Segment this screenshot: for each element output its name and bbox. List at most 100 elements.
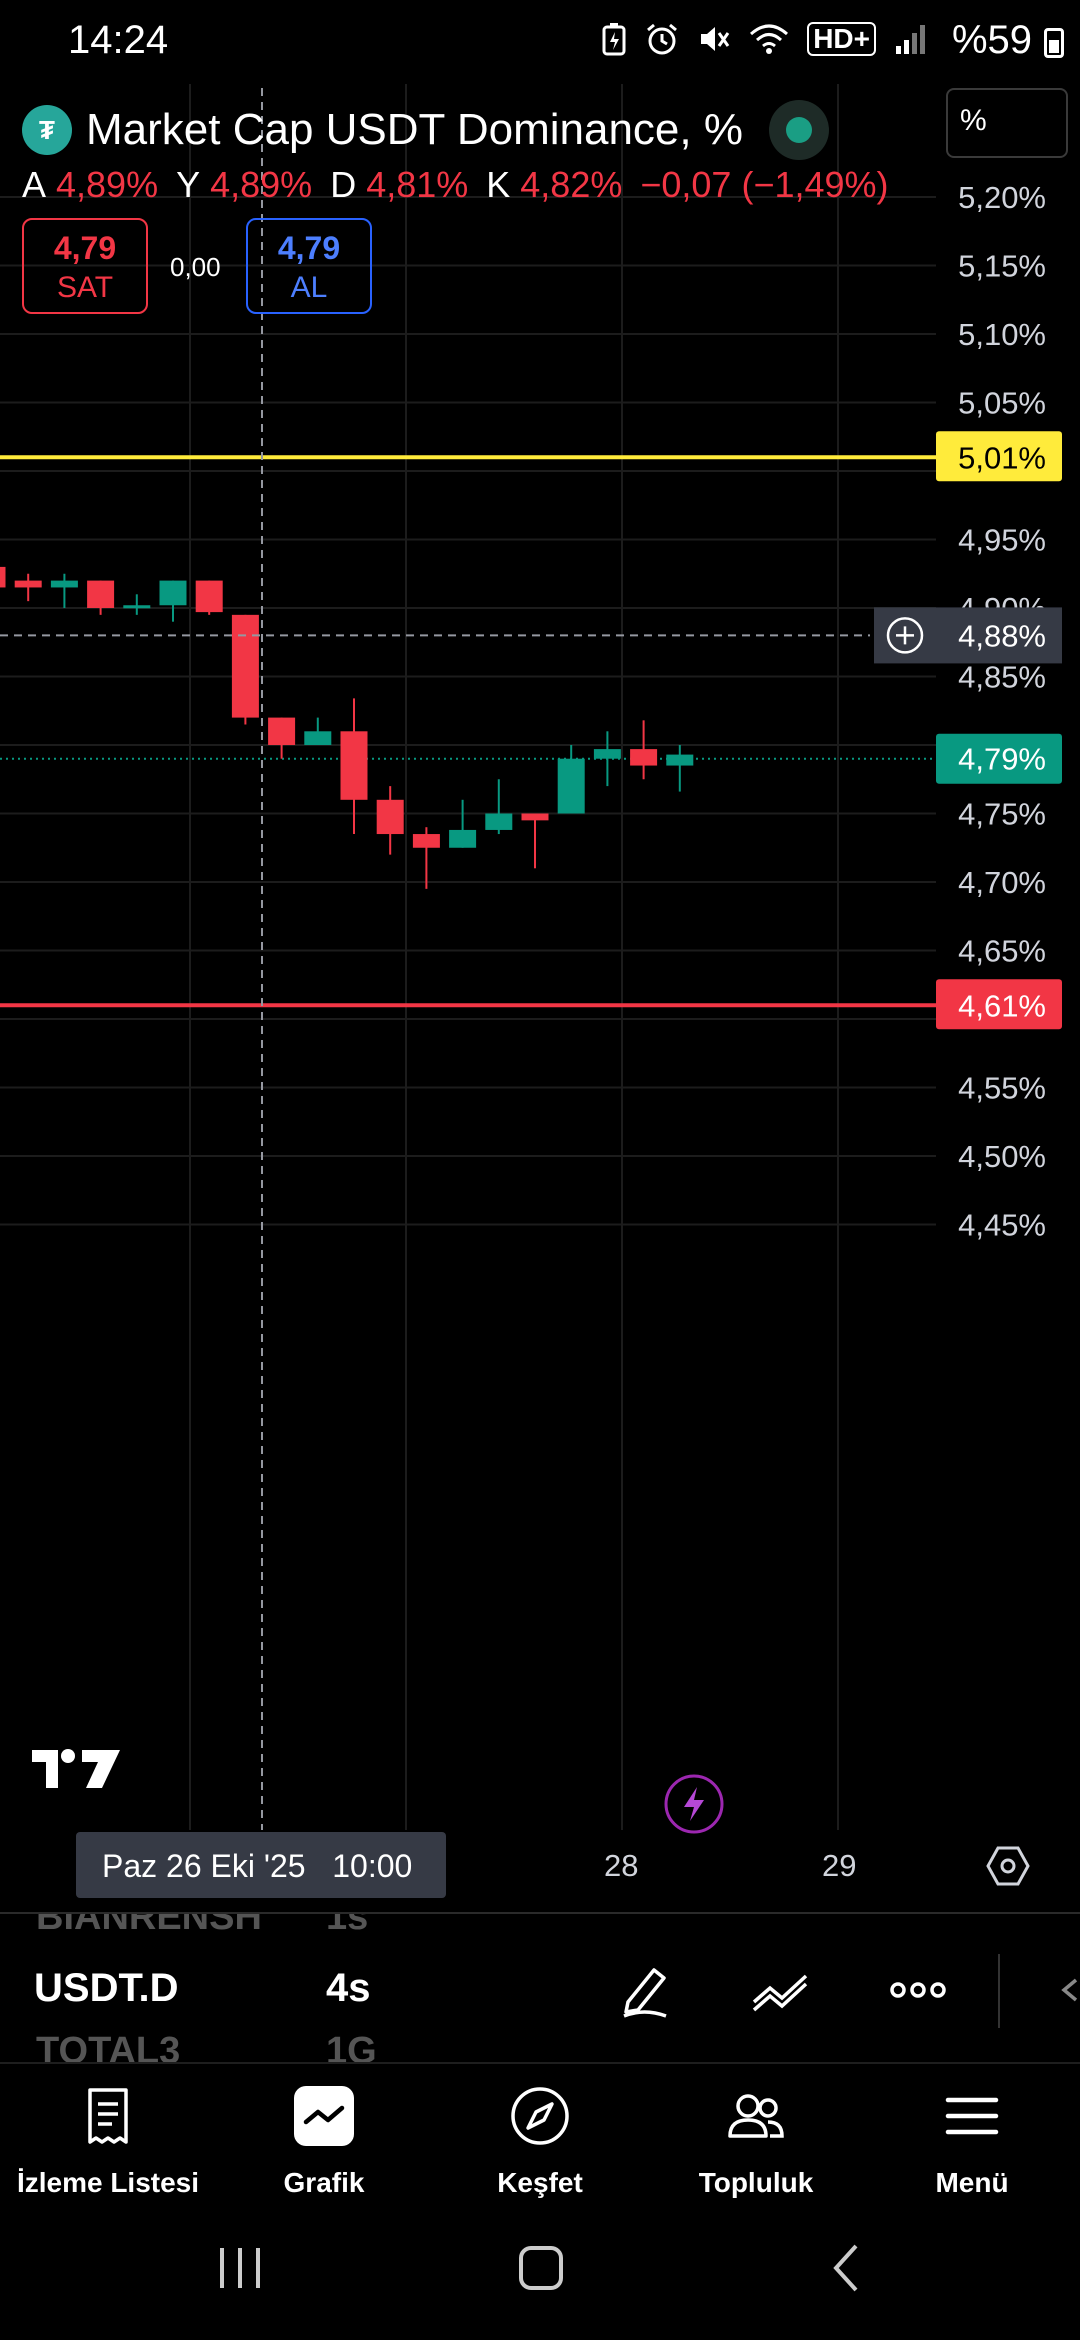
recent-apps-icon[interactable] — [220, 2248, 260, 2288]
candle-body — [0, 566, 6, 588]
ghost-symbol-top[interactable]: BIANRENSH — [36, 1912, 262, 1938]
candle-body — [14, 580, 42, 588]
level-tag-text: 5,01% — [958, 440, 1046, 475]
horizontal-lines — [0, 455, 936, 1008]
crosshair-price-text: 4,88% — [958, 618, 1046, 653]
hd-plus-icon: HD+ — [807, 22, 876, 56]
high-value: 4,89% — [210, 164, 313, 205]
high-label: Y — [176, 164, 201, 205]
candle-body — [376, 799, 404, 835]
sell-button[interactable]: 4,79 SAT — [22, 218, 148, 314]
crosshair-price-tag — [936, 607, 1062, 664]
bottom-navigation: İzleme Listesi Grafik Keşfet Topluluk Me… — [0, 2062, 1080, 2212]
x-tick-28: 28 — [604, 1848, 639, 1883]
last-price-tag — [936, 733, 1062, 784]
low-value: 4,81% — [366, 164, 469, 205]
candles — [0, 566, 694, 889]
collapse-arrow-icon[interactable] — [1048, 1958, 1080, 2022]
nav-watchlist[interactable]: İzleme Listesi — [0, 2084, 216, 2199]
buy-button[interactable]: 4,79 AL — [246, 218, 372, 314]
status-time: 14:24 — [68, 18, 169, 62]
nav-menu-label: Menü — [935, 2167, 1009, 2198]
crosshair — [0, 84, 870, 1830]
menu-icon — [945, 2097, 999, 2135]
alarm-icon — [647, 23, 678, 55]
battery-icon — [1044, 28, 1064, 58]
current-symbol[interactable]: USDT.D — [34, 1966, 179, 2010]
x-tick-29: 29 — [822, 1848, 857, 1883]
y-tick-label: 4,85% — [958, 660, 1046, 695]
back-icon[interactable] — [833, 2244, 858, 2292]
nav-community[interactable]: Topluluk — [648, 2084, 864, 2199]
toolbar-divider — [998, 1954, 1000, 2028]
y-tick-label: 4,45% — [958, 1208, 1046, 1243]
sell-price: 4,79 — [53, 230, 117, 266]
close-label: K — [486, 164, 511, 205]
y-tick-label: 5,15% — [958, 249, 1046, 284]
pencil-icon[interactable] — [614, 1958, 678, 2022]
ghost-timeframe-bottom[interactable]: 1G — [326, 2030, 377, 2062]
spread-value: 0,00 — [170, 252, 221, 282]
current-timeframe[interactable]: 4s — [326, 1966, 371, 2010]
more-icon[interactable] — [886, 1958, 950, 2022]
trend-line-icon[interactable] — [748, 1958, 812, 2022]
price-axis: 5,20%5,15%5,10%5,05%4,95%4,90%4,85%4,75%… — [958, 180, 1046, 1243]
buy-label: AL — [290, 271, 328, 304]
chart-grid — [0, 84, 936, 1830]
symbol-header[interactable]: ₮ Market Cap USDT Dominance, % — [22, 100, 829, 160]
nav-community-label: Topluluk — [698, 2167, 814, 2198]
y-tick-label: 5,20% — [958, 180, 1046, 215]
level-tag-text: 4,61% — [958, 988, 1046, 1023]
last-price-tag-text: 4,79% — [958, 742, 1046, 777]
level-tag-1 — [936, 431, 1062, 482]
candle-body — [87, 580, 115, 608]
battery-percent: %59 — [951, 18, 1032, 62]
tradingview-logo — [32, 1749, 120, 1788]
nav-chart-label: Grafik — [283, 2167, 365, 2198]
plus-icon — [886, 617, 924, 654]
chart-settings-icon[interactable] — [986, 1844, 1030, 1888]
low-label: D — [330, 164, 357, 205]
home-icon[interactable] — [519, 2246, 563, 2290]
unit-button[interactable]: % — [946, 88, 1068, 158]
y-tick-label: 4,95% — [958, 523, 1046, 558]
candle-body — [449, 829, 477, 848]
candle-body — [666, 754, 694, 766]
candle-body — [557, 758, 585, 814]
y-tick-label: 5,10% — [958, 317, 1046, 352]
ohlc-legend: A 4,89% Y 4,89% D 4,81% K 4,82% −0,07 (−1,49… — [22, 164, 897, 206]
candle-body — [412, 834, 440, 848]
buy-price: 4,79 — [277, 230, 341, 266]
watchlist-icon — [88, 2088, 128, 2144]
price-tags: 5,01% 4,61% 4,79% 4,88% — [874, 431, 1062, 1030]
market-status-icon[interactable] — [768, 100, 829, 160]
ghost-symbol-bottom[interactable]: TOTAL3 — [36, 2030, 181, 2062]
candle-body — [231, 614, 259, 718]
community-icon — [728, 2094, 784, 2138]
price-chart[interactable]: 5,20%5,15%5,10%5,05%4,95%4,90%4,85%4,75%… — [0, 84, 1080, 1914]
close-value: 4,82% — [520, 164, 623, 205]
nav-explore-label: Keşfet — [497, 2167, 583, 2198]
candle-body — [159, 580, 187, 606]
chart-icon — [294, 2086, 354, 2146]
ghost-timeframe-top[interactable]: 1s — [326, 1912, 369, 1938]
nav-watchlist-label: İzleme Listesi — [16, 2167, 200, 2198]
symbol-title[interactable]: Market Cap USDT Dominance, % — [86, 105, 743, 154]
nav-chart[interactable]: Grafik — [216, 2084, 432, 2199]
y-tick-label: 4,75% — [958, 797, 1046, 832]
sell-label: SAT — [56, 271, 114, 304]
candle-body — [485, 813, 513, 830]
candle-body — [304, 731, 332, 745]
nav-explore[interactable]: Keşfet — [432, 2084, 648, 2199]
level-tag-2 — [936, 979, 1062, 1030]
y-tick-label: 4,55% — [958, 1071, 1046, 1106]
battery-saver-icon — [602, 23, 626, 56]
change-value: −0,07 (−1,49%) — [640, 164, 889, 205]
nav-menu[interactable]: Menü — [864, 2084, 1080, 2199]
open-label: A — [22, 164, 47, 205]
tether-logo-icon: ₮ — [22, 105, 72, 155]
mute-icon — [701, 27, 730, 51]
time-axis: Paz 26 Eki '25 10:00 28 29 — [0, 1830, 1080, 1910]
lightning-icon[interactable] — [664, 1774, 724, 1834]
compass-icon — [511, 2087, 569, 2145]
